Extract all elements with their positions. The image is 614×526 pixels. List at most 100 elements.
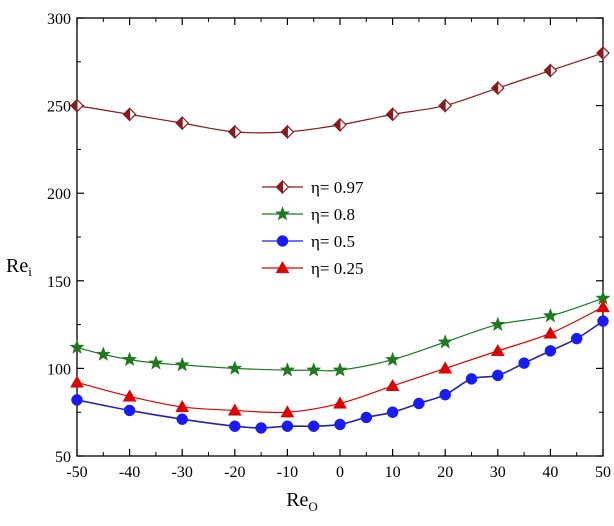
series-group (69, 45, 611, 434)
data-point (490, 80, 505, 96)
x-tick-label: -30 (172, 464, 193, 481)
x-tick-label: 20 (437, 464, 453, 481)
legend-label: η= 0.5 (311, 232, 355, 251)
data-point (596, 45, 610, 61)
marker-fill (280, 124, 288, 140)
data-point (122, 351, 138, 366)
data-point (438, 98, 453, 113)
y-tick-label: 150 (47, 274, 71, 291)
marker-fill (122, 107, 131, 122)
marker-fill (543, 63, 551, 78)
marker-fill (70, 98, 78, 113)
data-point (227, 124, 242, 140)
x-tick-label: -40 (119, 464, 140, 481)
x-tick-label: 0 (336, 464, 344, 481)
data-point (229, 420, 241, 432)
data-point (542, 307, 558, 323)
legend-marker (275, 179, 290, 195)
data-point (518, 357, 530, 369)
legend-item: η= 0.5 (262, 232, 355, 251)
data-point (492, 369, 504, 382)
series-1 (69, 290, 611, 377)
y-tick-label: 250 (47, 99, 71, 116)
data-point (437, 334, 453, 349)
data-point (439, 388, 451, 401)
axis-titles: ReO Rei (6, 255, 318, 514)
marker-fill (491, 80, 499, 96)
data-point (386, 406, 399, 418)
data-point (465, 373, 478, 385)
data-point (385, 351, 401, 366)
y-axis-title: Rei (6, 255, 32, 279)
marker-fill (333, 117, 341, 133)
marker-fill (228, 124, 236, 140)
data-point (175, 115, 190, 131)
data-point (332, 362, 348, 377)
data-point (70, 98, 84, 113)
data-point (334, 418, 346, 431)
data-point (71, 394, 83, 406)
data-point (175, 399, 190, 413)
data-point (69, 339, 85, 354)
x-tick-label: -10 (277, 464, 298, 481)
x-axis-title: ReO (286, 489, 318, 514)
data-point (385, 107, 400, 122)
data-point (281, 420, 294, 432)
legend-label: η= 0.8 (311, 205, 355, 224)
data-point (70, 375, 84, 388)
data-point (438, 361, 453, 374)
x-tick-label: 10 (385, 464, 401, 481)
data-point (413, 397, 425, 410)
data-point (360, 411, 373, 424)
legend-label: η= 0.25 (311, 259, 363, 278)
data-point (122, 107, 137, 122)
data-point (543, 63, 558, 78)
series-2 (71, 315, 609, 434)
data-point (280, 405, 295, 418)
data-point (333, 117, 347, 133)
data-point (174, 357, 190, 372)
ticks: -50 -40 -30 -20 -10 0 10 20 30 40 50 50 100 150 200 250… (47, 11, 611, 481)
legend-marker (275, 206, 290, 221)
series-line-shadow (76, 320, 604, 429)
marker-fill (438, 98, 446, 113)
data-point (123, 404, 136, 417)
x-tick-label: 50 (595, 464, 611, 481)
data-point (490, 316, 506, 331)
legend-item: η= 0.8 (262, 205, 355, 224)
data-point (544, 345, 557, 357)
y-tick-label: 50 (55, 449, 71, 466)
data-point (307, 420, 320, 432)
data-point (306, 362, 322, 377)
data-point (279, 362, 295, 377)
data-point (543, 326, 558, 339)
legend-marker (276, 235, 289, 247)
data-point (333, 396, 347, 409)
y-tick-label: 100 (47, 361, 71, 378)
x-tick-label: 30 (490, 464, 506, 481)
x-tick-label: 40 (542, 464, 558, 481)
x-tick-label: -50 (66, 464, 87, 481)
x-tick-label: -20 (224, 464, 245, 481)
data-point (280, 124, 295, 140)
marker-fill (175, 115, 183, 131)
data-point (227, 360, 243, 375)
data-point (597, 315, 609, 327)
data-point (570, 332, 583, 345)
legend-item: η= 0.25 (262, 259, 363, 278)
data-point (176, 413, 188, 425)
series-line (76, 320, 604, 429)
y-tick-label: 200 (47, 186, 71, 203)
legend-label: η= 0.97 (311, 178, 364, 197)
series-0 (70, 45, 610, 140)
data-point (596, 300, 610, 313)
series-3 (70, 300, 610, 418)
legend-item: η= 0.97 (262, 178, 364, 197)
legend-marker (275, 260, 290, 274)
legend: η= 0.97 η= 0.8 η= 0.5 η= 0.25 (262, 178, 364, 278)
y-tick-label: 300 (47, 11, 71, 28)
marker-fill (596, 45, 604, 61)
data-point (227, 403, 242, 416)
data-point (122, 389, 137, 402)
